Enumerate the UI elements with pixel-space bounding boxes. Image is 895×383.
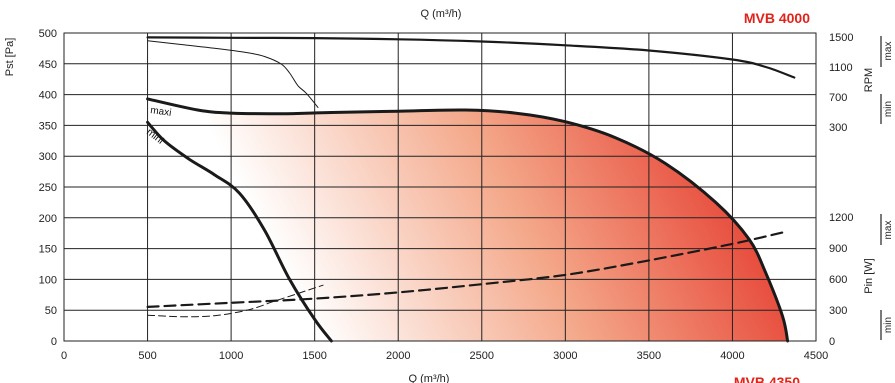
power-tick-label: 0 xyxy=(829,336,835,348)
rpm-min-curve xyxy=(147,40,319,108)
y-tick-label: 100 xyxy=(39,274,57,286)
rpm-min-label: min xyxy=(883,101,894,117)
y-tick-label: 300 xyxy=(39,151,57,163)
power-axis: 1200 900 600 300 0 Pin [W] max min xyxy=(829,212,894,348)
power-tick-label: 300 xyxy=(829,305,847,317)
x-axis-title: Q (m³/h) xyxy=(409,373,450,383)
y-axis-title: Pst [Pa] xyxy=(4,38,16,77)
y-tick-label: 0 xyxy=(51,336,57,348)
x-tick-label: 4500 xyxy=(804,350,828,362)
pressure-max-curve xyxy=(146,97,790,343)
power-min-label: min xyxy=(883,317,894,333)
x-tick-label: 4000 xyxy=(720,350,744,362)
rpm-axis-title: RPM xyxy=(863,68,875,92)
power-axis-title: Pin [W] xyxy=(863,258,875,293)
rpm-tick-label: 1500 xyxy=(829,32,853,44)
y-tick-label: 400 xyxy=(39,90,57,102)
power-max-curve xyxy=(146,231,784,308)
y-tick-label: 50 xyxy=(45,305,57,317)
y-tick-label: 500 xyxy=(39,28,57,40)
y-tick-label: 200 xyxy=(39,213,57,225)
y-tick-labels: 0 50 100 150 200 250 300 350 400 450 500 xyxy=(39,28,57,348)
x-tick-label: 3500 xyxy=(637,350,661,362)
x-tick-label: 500 xyxy=(138,350,156,362)
y-tick-label: 150 xyxy=(39,244,57,256)
rpm-tick-label: 1100 xyxy=(829,62,853,74)
model-subtitle: MVB 4350 xyxy=(734,374,800,383)
x-tick-label: 0 xyxy=(61,350,67,362)
x-tick-label: 2000 xyxy=(386,350,410,362)
x-axis-title-top: Q (m³/h) xyxy=(421,8,462,20)
rpm-max-label: max xyxy=(883,42,894,61)
x-tick-label: 3000 xyxy=(553,350,577,362)
power-tick-label: 900 xyxy=(829,243,847,255)
y-tick-label: 450 xyxy=(39,59,57,71)
power-tick-label: 1200 xyxy=(829,212,853,224)
x-tick-label: 1500 xyxy=(302,350,326,362)
operating-area-fill xyxy=(147,98,788,342)
power-max-label: max xyxy=(883,221,894,240)
power-tick-label: 600 xyxy=(829,274,847,286)
curves xyxy=(146,36,796,343)
rpm-tick-label: 300 xyxy=(829,122,847,134)
maxi-curve-label: maxi xyxy=(150,105,172,119)
rpm-tick-label: 700 xyxy=(829,92,847,104)
pressure-min-curve xyxy=(146,120,333,343)
rpm-axis: 1500 1100 700 300 RPM max min xyxy=(829,32,894,134)
operating-area xyxy=(147,98,788,342)
plot-frame xyxy=(63,32,817,342)
grid xyxy=(64,33,816,341)
x-tick-label: 1000 xyxy=(219,350,243,362)
y-tick-label: 250 xyxy=(39,182,57,194)
x-tick-label: 2500 xyxy=(470,350,494,362)
model-title: MVB 4000 xyxy=(744,10,810,26)
rpm-max-curve xyxy=(146,36,796,79)
y-tick-label: 350 xyxy=(39,120,57,132)
x-tick-labels: 0 500 1000 1500 2000 2500 3000 3500 4000 4500 xyxy=(61,350,828,362)
